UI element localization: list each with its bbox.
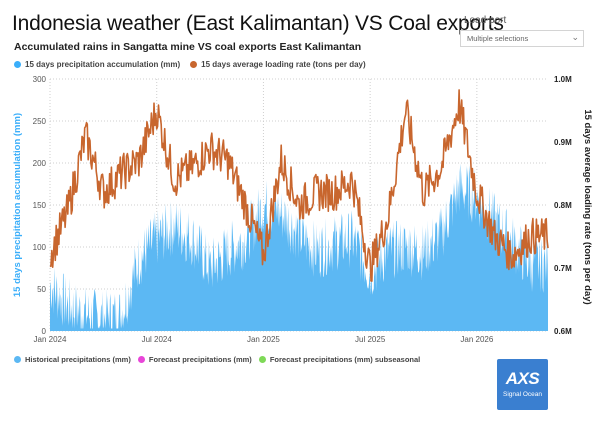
y-left-tick-label: 250 (33, 117, 47, 126)
load-port-dropdown[interactable]: Multiple selections ⌄ (460, 30, 584, 47)
logo-subtext: Signal Ocean (502, 391, 543, 398)
legend-item-precip-accum[interactable]: 15 days precipitation accumulation (mm) (14, 60, 180, 69)
legend-item-forecast-precip[interactable]: Forecast precipitations (mm) (137, 355, 252, 364)
y-left-tick-label: 300 (33, 75, 47, 84)
load-port-value: Multiple selections (467, 34, 529, 43)
axs-signal-ocean-logo: AXS Signal Ocean (497, 359, 548, 410)
y-left-axis-title: 15 days precipitation accumulation (mm) (12, 113, 23, 297)
x-tick-label: Jan 2025 (247, 335, 280, 344)
y-left-tick-label: 200 (33, 159, 47, 168)
x-tick-label: Jul 2025 (355, 335, 386, 344)
legend-label: Forecast precipitations (mm) subseasonal (269, 355, 421, 364)
legend-item-historical-precip[interactable]: Historical precipitations (mm) (14, 355, 131, 364)
y-right-axis-title: 15 days average loading rate (tons per d… (582, 109, 593, 304)
x-tick-label: Jan 2024 (34, 335, 67, 344)
y-right-tick-label: 0.8M (554, 201, 572, 210)
y-left-tick-label: 150 (33, 201, 47, 210)
legend-bottom: Historical precipitations (mm) Forecast … (14, 355, 420, 364)
legend-dot-icon (258, 356, 266, 363)
chart-title: Indonesia weather (East Kalimantan) VS C… (12, 12, 504, 35)
legend-item-forecast-subseasonal[interactable]: Forecast precipitations (mm) subseasonal (258, 355, 421, 364)
loading-rate-line (49, 89, 549, 282)
y-right-tick-label: 0.9M (554, 138, 572, 147)
logo-text: AXS (505, 369, 540, 388)
legend-label: 15 days precipitation accumulation (mm) (25, 60, 181, 69)
legend-item-loading-rate[interactable]: 15 days average loading rate (tons per d… (190, 60, 366, 69)
y-right-tick-label: 0.6M (554, 327, 572, 336)
y-left-tick-label: 100 (33, 243, 47, 252)
precipitation-area (50, 163, 548, 331)
legend-dot-icon (137, 356, 145, 363)
legend-dot-icon (190, 61, 198, 68)
chart-subtitle: Accumulated rains in Sangatta mine VS co… (14, 41, 362, 53)
legend-dot-icon (14, 356, 21, 363)
x-tick-label: Jan 2026 (460, 335, 493, 344)
legend-label: Historical precipitations (mm) (25, 355, 131, 364)
y-right-tick-label: 0.7M (554, 264, 572, 273)
x-tick-label: Jul 2024 (142, 335, 173, 344)
y-left-tick-label: 0 (42, 327, 47, 336)
y-left-tick-label: 50 (37, 285, 46, 294)
legend-top: 15 days precipitation accumulation (mm) … (14, 60, 366, 69)
y-right-tick-label: 1.0M (554, 75, 572, 84)
legend-label: Forecast precipitations (mm) (148, 355, 252, 364)
legend-dot-icon (14, 61, 21, 68)
legend-label: 15 days average loading rate (tons per d… (201, 60, 366, 69)
load-port-label: Load port (464, 15, 507, 26)
chevron-down-icon: ⌄ (571, 32, 579, 42)
